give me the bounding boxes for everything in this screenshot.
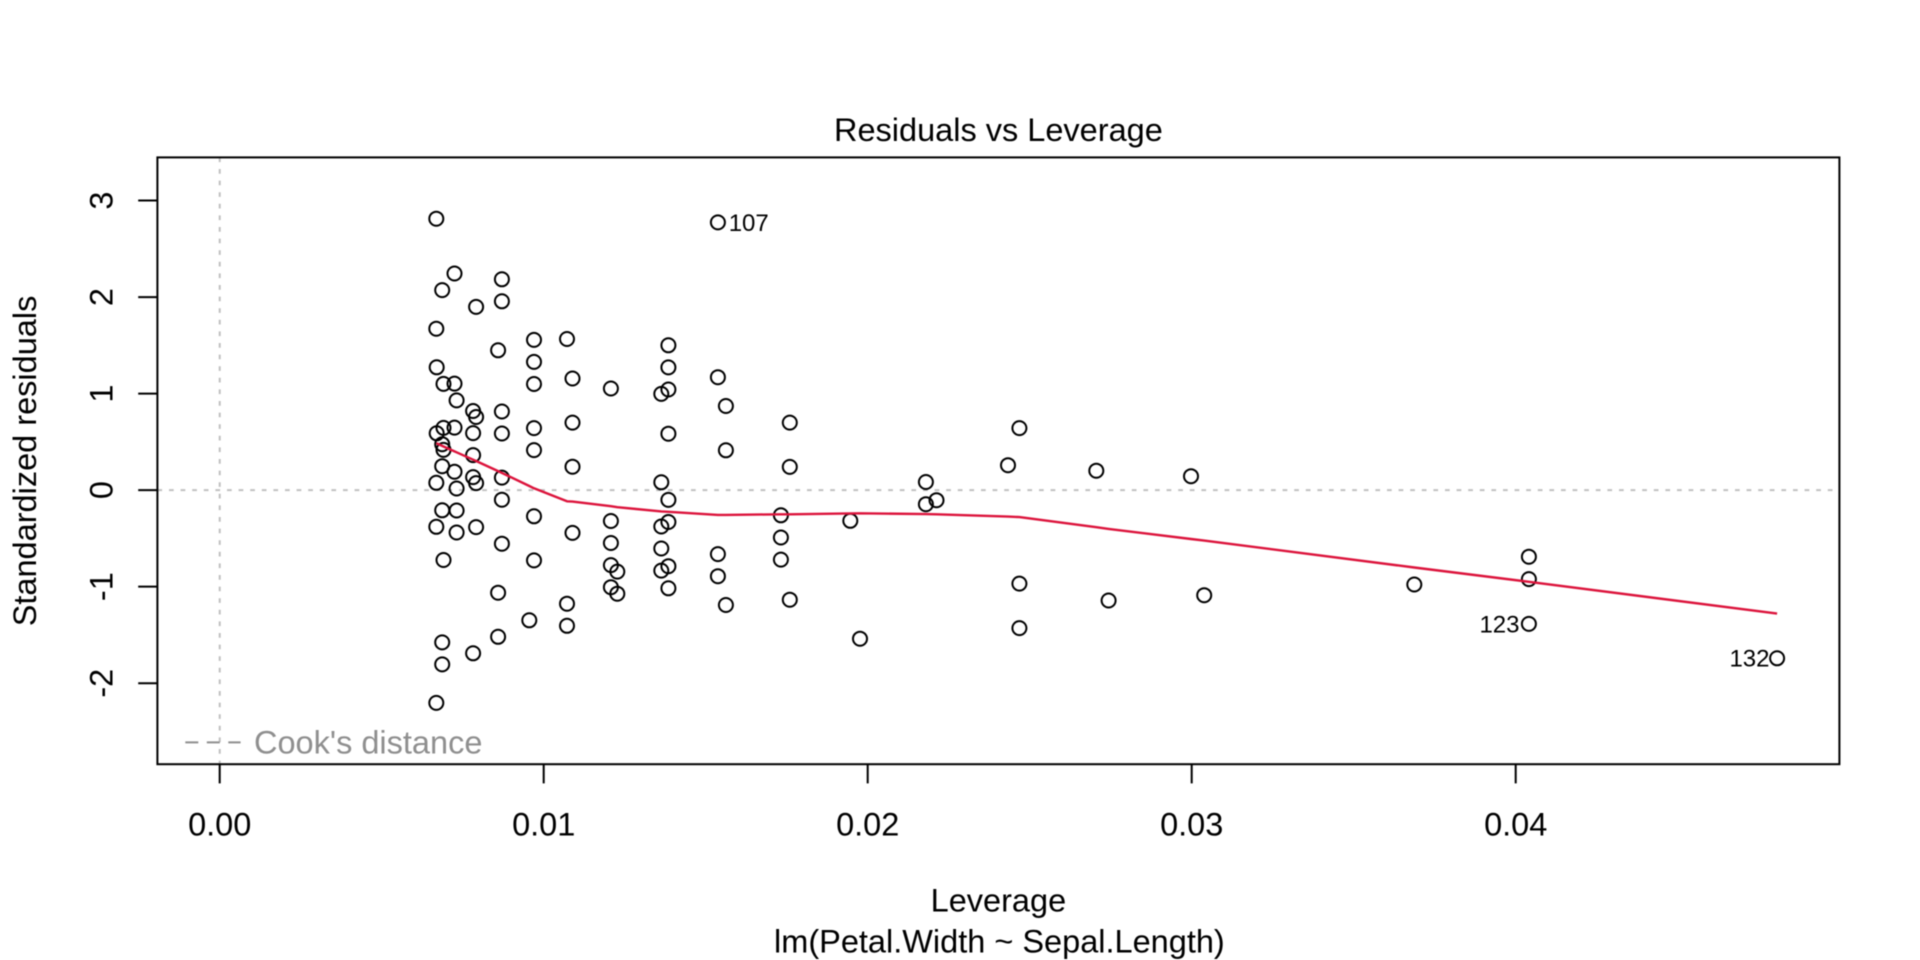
svg-text:Leverage: Leverage xyxy=(931,883,1067,919)
svg-text:lm(Petal.Width ~ Sepal.Length): lm(Petal.Width ~ Sepal.Length) xyxy=(774,923,1225,959)
svg-text:3: 3 xyxy=(84,192,120,210)
svg-text:132: 132 xyxy=(1729,646,1769,673)
svg-text:0.00: 0.00 xyxy=(188,807,251,843)
svg-text:Standardized residuals: Standardized residuals xyxy=(7,296,43,627)
svg-text:Cook's distance: Cook's distance xyxy=(254,725,482,761)
svg-text:0: 0 xyxy=(84,481,120,499)
svg-text:107: 107 xyxy=(729,210,769,237)
svg-text:0.01: 0.01 xyxy=(512,807,575,843)
svg-text:0.03: 0.03 xyxy=(1160,807,1223,843)
svg-text:123: 123 xyxy=(1479,611,1519,638)
svg-text:1: 1 xyxy=(84,385,120,403)
svg-text:-2: -2 xyxy=(84,669,120,698)
svg-text:0.02: 0.02 xyxy=(836,807,899,843)
svg-text:Residuals vs Leverage: Residuals vs Leverage xyxy=(834,112,1163,148)
svg-text:0.04: 0.04 xyxy=(1484,807,1547,843)
svg-text:2: 2 xyxy=(84,288,120,306)
svg-text:-1: -1 xyxy=(84,572,120,601)
